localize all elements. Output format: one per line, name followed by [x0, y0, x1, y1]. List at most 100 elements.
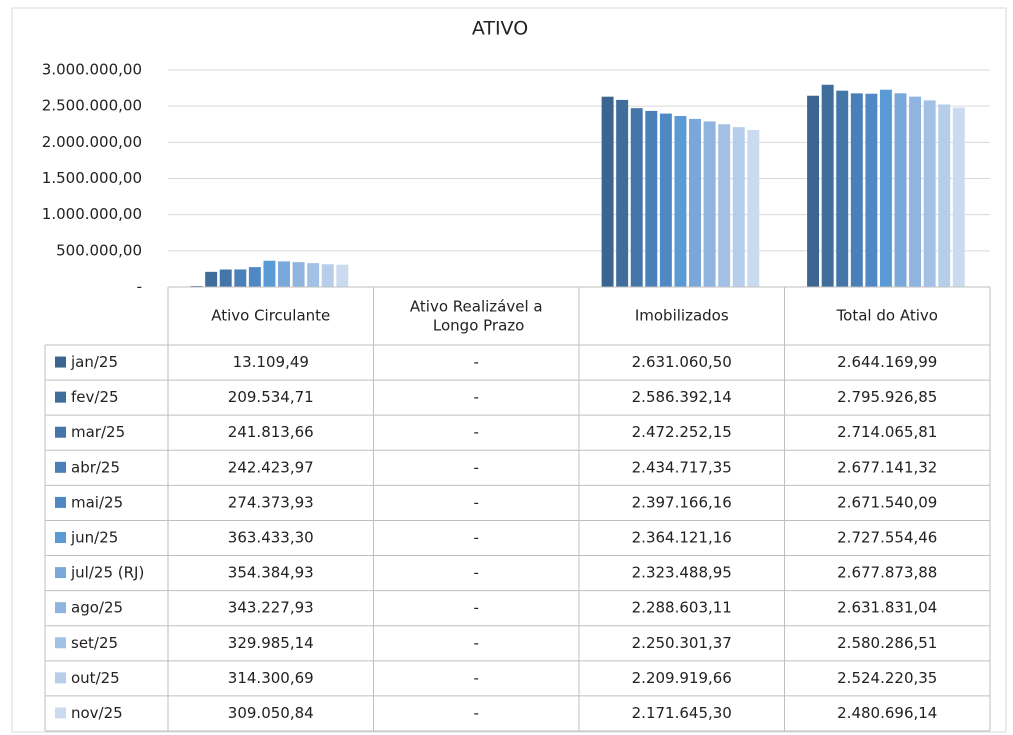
table-value: 242.423,97: [228, 458, 314, 476]
legend-label: jan/25: [70, 353, 118, 371]
table-value: 329.985,14: [228, 634, 314, 652]
bar: [689, 118, 701, 287]
legend-label: jul/25 (RJ): [70, 564, 144, 582]
bar: [850, 93, 863, 287]
bar: [836, 90, 849, 287]
table-value: 2.472.252,15: [632, 423, 732, 441]
table-value: 13.109,49: [233, 353, 309, 371]
category-header: Imobilizados: [635, 307, 729, 325]
legend-swatch: [55, 426, 66, 438]
table-value: 363.433,30: [228, 529, 314, 547]
legend-label: ago/25: [71, 599, 123, 617]
table-value: -: [474, 423, 479, 441]
bar: [879, 89, 892, 287]
y-tick-label: 500.000,00: [56, 241, 142, 259]
chart-title: ATIVO: [472, 18, 528, 40]
bar: [248, 267, 261, 287]
table-value: -: [474, 493, 479, 511]
category-header: Total do Ativo: [836, 307, 938, 325]
bar: [865, 93, 878, 287]
bar: [821, 84, 834, 287]
table-value: 2.631.831,04: [837, 599, 937, 617]
legend-label: out/25: [71, 669, 120, 687]
bar: [952, 107, 965, 287]
table-value: 2.671.540,09: [837, 493, 937, 511]
legend-swatch: [55, 602, 66, 614]
legend-label: set/25: [71, 634, 118, 652]
y-tick-label: 3.000.000,00: [42, 61, 142, 79]
table-value: 354.384,93: [228, 564, 314, 582]
table-value: 309.050,84: [228, 704, 314, 722]
legend-label: abr/25: [71, 458, 120, 476]
bar: [807, 95, 820, 287]
legend-label: fev/25: [71, 388, 119, 406]
table-value: 2.795.926,85: [837, 388, 937, 406]
bar: [263, 260, 276, 287]
table-value: 2.580.286,51: [837, 634, 937, 652]
table-value: 2.434.717,35: [632, 458, 732, 476]
table-value: 209.534,71: [228, 388, 314, 406]
table-value: 2.727.554,46: [837, 529, 937, 547]
legend-label: mai/25: [71, 493, 123, 511]
table-value: 274.373,93: [228, 493, 314, 511]
table-value: 343.227,93: [228, 599, 314, 617]
bar: [645, 110, 658, 287]
bar: [321, 264, 334, 287]
category-header: Ativo Realizável a Longo Prazo: [410, 297, 543, 334]
bar: [718, 124, 731, 287]
legend-swatch: [55, 532, 66, 543]
bar: [601, 96, 614, 288]
table-value: 2.323.488,95: [632, 564, 732, 582]
bar: [747, 129, 760, 287]
bar: [909, 96, 922, 287]
table-value: 2.250.301,37: [632, 634, 732, 652]
legend-swatch: [55, 707, 66, 719]
table-value: -: [474, 529, 479, 547]
y-tick-label: 2.000.000,00: [42, 133, 142, 151]
table-value: 2.397.166,16: [632, 493, 732, 511]
bar: [703, 121, 716, 288]
table-value: -: [474, 388, 479, 406]
table-value: 2.677.873,88: [837, 564, 937, 582]
table-value: -: [474, 458, 479, 476]
table-value: 2.586.392,14: [632, 388, 732, 406]
legend-swatch: [55, 637, 66, 649]
legend-swatch: [55, 496, 66, 508]
table-value: -: [474, 669, 479, 687]
table-value: 2.524.220,35: [837, 669, 937, 687]
bar: [307, 263, 320, 287]
bar: [292, 262, 305, 287]
y-tick-label: 1.500.000,00: [42, 169, 142, 187]
bar: [336, 264, 349, 287]
legend-label: jun/25: [70, 529, 118, 547]
bar: [616, 99, 629, 287]
y-tick-label: -: [137, 278, 142, 296]
bar: [938, 104, 951, 287]
bar: [894, 93, 907, 288]
table-value: 2.631.060,50: [632, 353, 732, 371]
table-value: 2.364.121,16: [632, 529, 732, 547]
table-value: 314.300,69: [228, 669, 314, 687]
table-value: 2.644.169,99: [837, 353, 937, 371]
table-value: 2.677.141,32: [837, 458, 937, 476]
legend-swatch: [55, 567, 66, 579]
bar: [732, 127, 745, 288]
legend-swatch: [55, 391, 66, 403]
table-value: 2.480.696,14: [837, 704, 937, 722]
bar: [674, 115, 687, 287]
y-tick-label: 2.500.000,00: [42, 97, 142, 115]
legend-label: nov/25: [71, 704, 123, 722]
table-value: 2.209.919,66: [632, 669, 732, 687]
legend-swatch: [55, 672, 66, 684]
bar: [630, 108, 643, 287]
bar: [219, 269, 232, 287]
y-tick-label: 1.000.000,00: [42, 205, 142, 223]
legend-swatch: [55, 461, 66, 473]
bar: [205, 271, 218, 287]
legend-label: mar/25: [71, 423, 125, 441]
table-value: -: [474, 704, 479, 722]
table-value: 2.714.065,81: [837, 423, 937, 441]
table-value: -: [474, 634, 479, 652]
legend-swatch: [55, 356, 66, 368]
